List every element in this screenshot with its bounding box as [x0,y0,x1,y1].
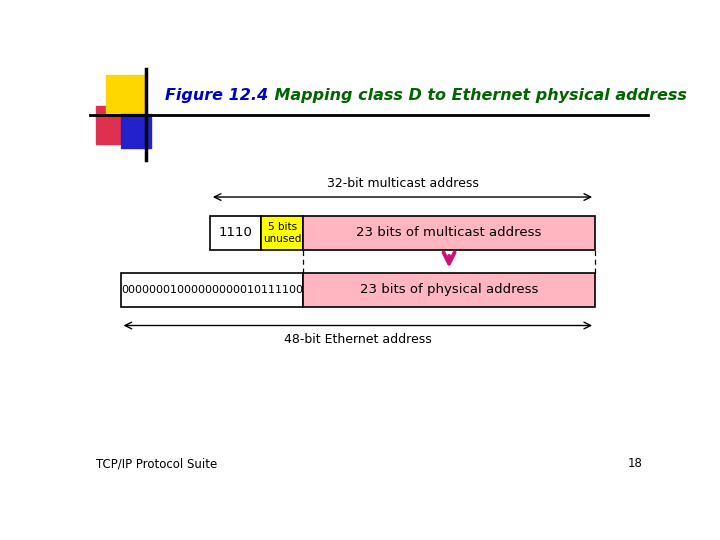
Bar [96,106,136,144]
Bar [303,216,595,250]
Bar [121,273,303,307]
Bar [121,114,151,148]
Bar [210,216,261,250]
Text: 5 bits
unused: 5 bits unused [263,222,302,244]
Text: TCP/IP Protocol Suite: TCP/IP Protocol Suite [96,457,217,470]
Bar [106,75,145,113]
Text: 48-bit Ethernet address: 48-bit Ethernet address [284,333,432,346]
Text: 23 bits of physical address: 23 bits of physical address [360,284,539,296]
Text: 18: 18 [628,457,642,470]
Bar [303,273,595,307]
Text: 00000001000000000010111100: 00000001000000000010111100 [121,285,303,295]
Bar [261,216,303,250]
Text: 23 bits of multicast address: 23 bits of multicast address [356,226,541,239]
Text: 1110: 1110 [219,226,253,239]
Text: 32-bit multicast address: 32-bit multicast address [327,177,478,190]
Text: Figure 12.4: Figure 12.4 [166,89,269,104]
Text: Mapping class D to Ethernet physical address: Mapping class D to Ethernet physical add… [252,89,687,104]
